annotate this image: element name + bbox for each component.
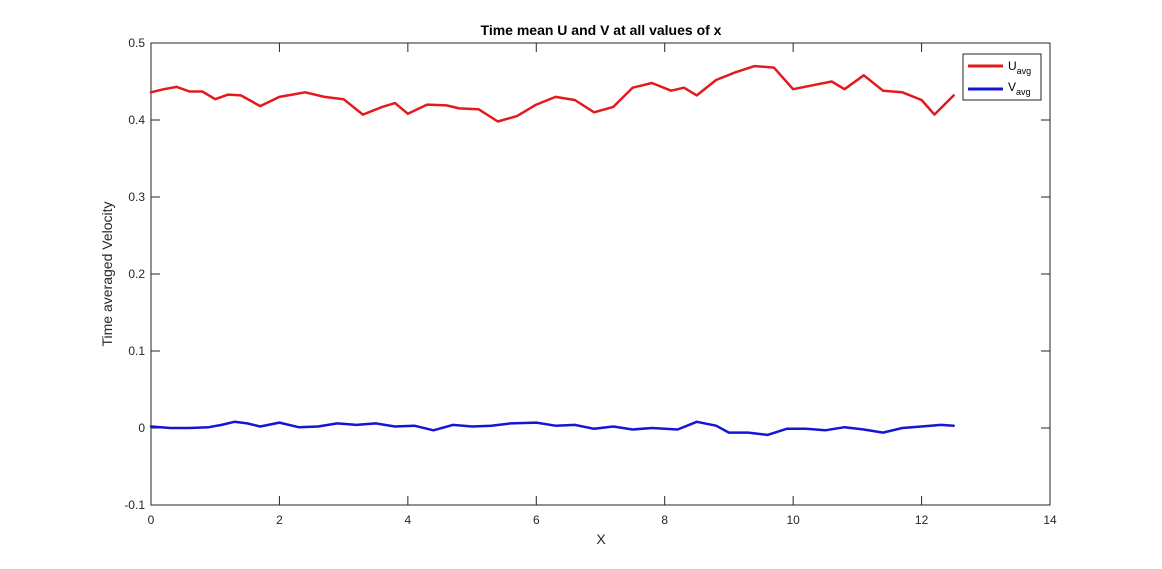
x-tick-label: 6 [533, 513, 540, 527]
y-tick-labels: -0.1 0 0.1 0.2 0.3 0.4 0.5 [124, 36, 145, 512]
x-tick-label: 12 [915, 513, 929, 527]
legend-box [962, 53, 1042, 101]
legend-v-label: Vavg [1008, 80, 1031, 97]
y-tick-label: -0.1 [124, 498, 145, 512]
x-tick-label: 14 [1043, 513, 1057, 527]
series-line-u [149, 64, 955, 123]
y-tick-label: 0.4 [128, 113, 145, 127]
legend: Uavg Vavg [962, 53, 1042, 101]
legend-u-label: Uavg [1008, 59, 1031, 76]
x-tick-label: 4 [405, 513, 412, 527]
series-line-v [149, 420, 955, 437]
y-axis-label: Time averaged Velocity [99, 202, 115, 347]
axis-ticks [150, 42, 1051, 506]
y-tick-label: 0.5 [128, 36, 145, 50]
y-tick-label: 0.2 [128, 267, 145, 281]
x-tick-label: 8 [661, 513, 668, 527]
y-tick-label: 0 [138, 421, 145, 435]
y-tick-label: 0.3 [128, 190, 145, 204]
x-tick-label: 0 [148, 513, 155, 527]
chart-title: Time mean U and V at all values of x [481, 22, 722, 38]
plot-area [150, 42, 1051, 506]
x-tick-label: 2 [276, 513, 283, 527]
series-lines [149, 64, 955, 437]
x-axis-label: X [596, 531, 606, 547]
x-tick-labels: 0 2 4 6 8 10 12 14 [148, 513, 1057, 527]
y-tick-label: 0.1 [128, 344, 145, 358]
x-tick-label: 10 [786, 513, 800, 527]
